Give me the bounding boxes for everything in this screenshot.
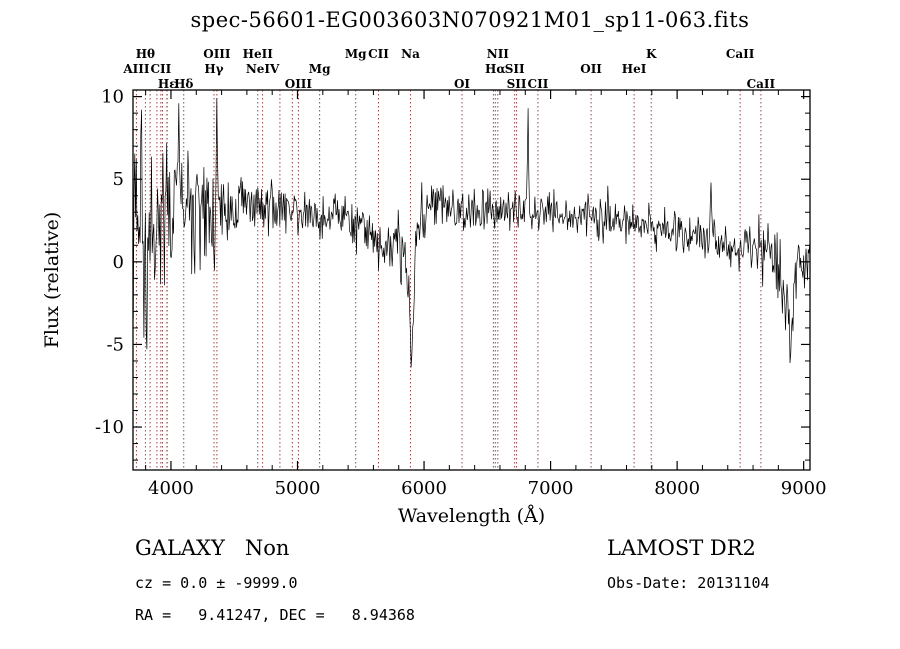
axis-tick-label: -10 [95,417,124,438]
y-axis-label: Flux (relative) [41,212,63,349]
spectral-line-label: NII [487,47,510,61]
spectral-line-label: CII [150,62,171,76]
spectral-line-label: AIII [122,62,150,76]
axis-tick-label: 7000 [528,478,574,499]
axis-tick-label: 5000 [275,478,321,499]
spectral-line-label: OIII [285,77,313,91]
axis-tick-label: 10 [101,87,124,108]
spectral-line-label: CII [528,77,549,91]
axis-tick-label: 4000 [148,478,194,499]
spectral-line-label: CaII [726,47,755,61]
spectral-line-label: HeII [243,47,274,61]
plot-title: spec-56601-EG003603N070921M01_sp11-063.f… [190,8,750,32]
redshift-line: cz = 0.0 ± -9999.0 [135,574,298,592]
spectral-line-label: NeIV [246,62,280,76]
spectrum-trace [132,98,811,368]
spectral-line-label: K [646,47,657,61]
obs-date-line: Obs-Date: 20131104 [607,574,770,592]
survey-label: LAMOST DR2 [607,536,756,560]
axis-tick-label: 8000 [654,478,700,499]
spectral-line-label: Hα [485,62,506,76]
spectral-line-label: OIII [203,47,231,61]
spectral-line-label: OII [580,62,602,76]
axis-tick-label: 6000 [401,478,447,499]
spectral-line-label: Hε [158,77,177,91]
ra-dec-line: RA = 9.41247, DEC = 8.94368 [135,606,415,624]
axis-tick-label: 5 [113,169,124,190]
spectral-line-label: HeI [622,62,647,76]
spectral-line-label: Hθ [136,47,155,61]
axis-tick-label: -5 [106,334,124,355]
plot-frame [132,89,811,471]
spectral-line-label: OI [454,77,470,91]
axis-tick-label: 0 [113,252,124,273]
spectral-line-label: SII [507,77,527,91]
spectral-line-label: Hδ [174,77,193,91]
spectral-line-label: SII [505,62,525,76]
spectral-line-label: CaII [747,77,776,91]
spectral-line-label: Hγ [204,62,223,76]
spectral-line-label: Mg [345,47,367,61]
axis-tick-label: 9000 [781,478,827,499]
classification-label: GALAXY Non [135,536,290,560]
spectral-line-label: Na [401,47,420,61]
spectral-line-label: Mg [309,62,331,76]
x-axis-label: Wavelength (Å) [398,505,545,527]
spectral-line-label: CII [368,47,389,61]
